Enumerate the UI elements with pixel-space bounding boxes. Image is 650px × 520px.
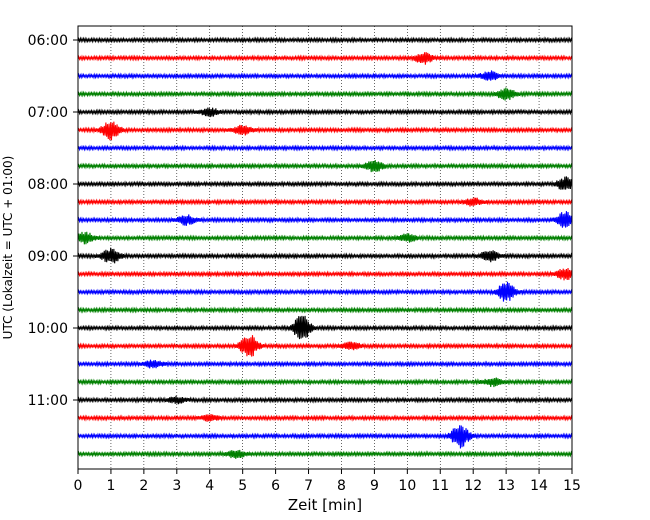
trace-1115 bbox=[77, 414, 573, 422]
trace-0815 bbox=[77, 197, 573, 207]
trace-0745 bbox=[77, 159, 573, 173]
trace-1100 bbox=[77, 395, 573, 405]
trace-0845 bbox=[77, 231, 573, 245]
plot-frame bbox=[77, 25, 573, 470]
x-tick-label: 10 bbox=[398, 478, 416, 494]
trace-0900 bbox=[77, 247, 573, 264]
trace-0615 bbox=[77, 52, 573, 65]
x-tick-label: 7 bbox=[304, 478, 313, 494]
x-tick-label: 4 bbox=[205, 478, 214, 494]
x-tick-label: 2 bbox=[139, 478, 148, 494]
y-axis: 06:00 07:00 08:00 09:00 10:00 11:00 bbox=[28, 33, 78, 409]
y-axis-label: UTC (Lokalzeit = UTC + 01:00) bbox=[1, 156, 15, 340]
trace-0830 bbox=[77, 211, 573, 228]
trace-0700 bbox=[77, 107, 573, 118]
x-axis: 0 1 2 3 4 5 6 7 8 9 10 11 12 13 14 15 bbox=[74, 469, 581, 494]
x-tick-label: 8 bbox=[337, 478, 346, 494]
trace-0930 bbox=[77, 281, 573, 302]
y-tick-label: 06:00 bbox=[28, 33, 68, 49]
x-tick-label: 6 bbox=[271, 478, 280, 494]
x-tick-label: 3 bbox=[172, 478, 181, 494]
trace-1045 bbox=[77, 377, 573, 388]
trace-0630 bbox=[77, 70, 573, 81]
x-tick-label: 5 bbox=[238, 478, 247, 494]
x-tick-label: 9 bbox=[370, 478, 379, 494]
trace-0600 bbox=[77, 36, 573, 44]
trace-group bbox=[77, 36, 573, 459]
trace-0645 bbox=[77, 87, 573, 101]
trace-1145 bbox=[77, 449, 573, 459]
trace-0800 bbox=[77, 176, 573, 190]
y-tick-label: 07:00 bbox=[28, 105, 68, 121]
y-tick-label: 08:00 bbox=[28, 177, 68, 193]
x-tick-label: 11 bbox=[431, 478, 449, 494]
trace-1130 bbox=[77, 425, 573, 449]
x-tick-label: 1 bbox=[106, 478, 115, 494]
trace-0715 bbox=[77, 121, 573, 141]
y-tick-label: 11:00 bbox=[28, 393, 68, 409]
x-tick-label: 12 bbox=[464, 478, 482, 494]
x-tick-label: 14 bbox=[530, 478, 548, 494]
x-axis-label: Zeit [min] bbox=[288, 496, 362, 514]
trace-0730 bbox=[77, 144, 573, 152]
trace-1000 bbox=[77, 315, 573, 340]
y-tick-label: 10:00 bbox=[28, 321, 68, 337]
trace-1015 bbox=[77, 335, 573, 357]
x-tick-label: 0 bbox=[74, 478, 83, 494]
trace-0945 bbox=[77, 306, 573, 314]
trace-0915 bbox=[77, 268, 573, 281]
x-tick-label: 15 bbox=[563, 478, 581, 494]
y-tick-label: 09:00 bbox=[28, 249, 68, 265]
trace-1030 bbox=[77, 359, 573, 369]
x-tick-label: 13 bbox=[497, 478, 515, 494]
